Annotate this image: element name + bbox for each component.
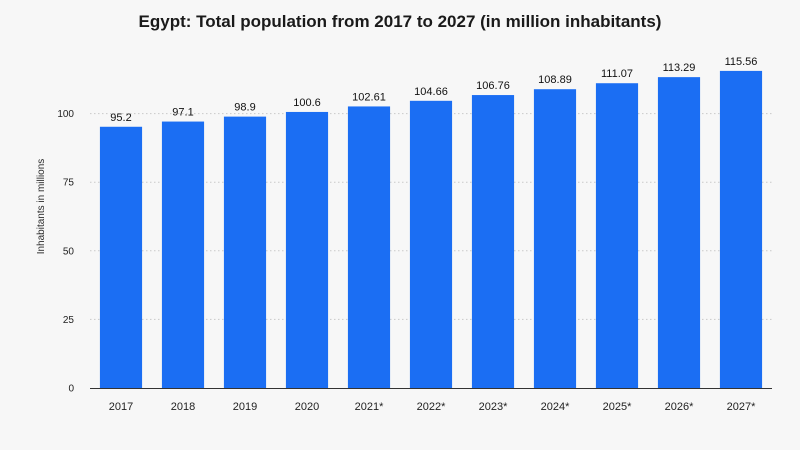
- x-tick-label: 2019: [233, 401, 257, 413]
- bar: [285, 111, 329, 388]
- bar: [409, 100, 453, 388]
- x-tick-label: 2018: [171, 401, 195, 413]
- data-label: 98.9: [234, 102, 255, 114]
- bar: [657, 77, 701, 389]
- data-label: 113.29: [663, 62, 696, 74]
- y-tick-label: 25: [63, 315, 75, 326]
- x-tick-label: 2024*: [541, 401, 570, 413]
- bars: [99, 70, 763, 389]
- data-label: 100.6: [293, 97, 321, 109]
- bar: [99, 126, 143, 388]
- data-label: 102.61: [352, 91, 386, 103]
- x-tick-label: 2021*: [355, 401, 384, 413]
- bar: [719, 70, 763, 389]
- data-label: 115.56: [725, 56, 758, 68]
- bar: [347, 106, 391, 388]
- y-tick-label: 0: [68, 384, 74, 395]
- data-label: 108.89: [538, 74, 572, 86]
- x-tick-label: 2023*: [479, 401, 508, 413]
- bar: [161, 121, 205, 388]
- bar: [533, 89, 577, 388]
- data-label: 104.66: [414, 86, 448, 98]
- chart-title: Egypt: Total population from 2017 to 202…: [138, 12, 662, 31]
- x-tick-label: 2020: [295, 401, 319, 413]
- data-label: 106.76: [476, 80, 510, 92]
- data-label: 95.2: [110, 112, 131, 124]
- y-axis-title: Inhabitants in millions: [36, 159, 47, 255]
- bar: [471, 95, 515, 388]
- x-tick-label: 2025*: [603, 401, 632, 413]
- bar: [223, 116, 267, 388]
- data-label: 111.07: [601, 68, 633, 80]
- bar: [595, 83, 639, 388]
- x-tick-label: 2026*: [665, 401, 694, 413]
- x-tick-label: 2022*: [417, 401, 446, 413]
- x-axis-ticks: 2017 2018 2019 2020 2021* 2022* 2023* 2024* 2025…: [109, 401, 756, 413]
- x-tick-label: 2027*: [727, 401, 756, 413]
- y-tick-label: 75: [63, 178, 75, 189]
- y-tick-label: 100: [57, 109, 74, 120]
- y-tick-label: 50: [63, 246, 75, 257]
- data-label: 97.1: [172, 107, 193, 119]
- x-tick-label: 2017: [109, 401, 133, 413]
- data-labels: 95.2 97.1 98.9 100.6 102.61 104.66 106.76 108.8…: [110, 56, 757, 124]
- y-axis-ticks: 0 25 50 75 100: [57, 109, 74, 394]
